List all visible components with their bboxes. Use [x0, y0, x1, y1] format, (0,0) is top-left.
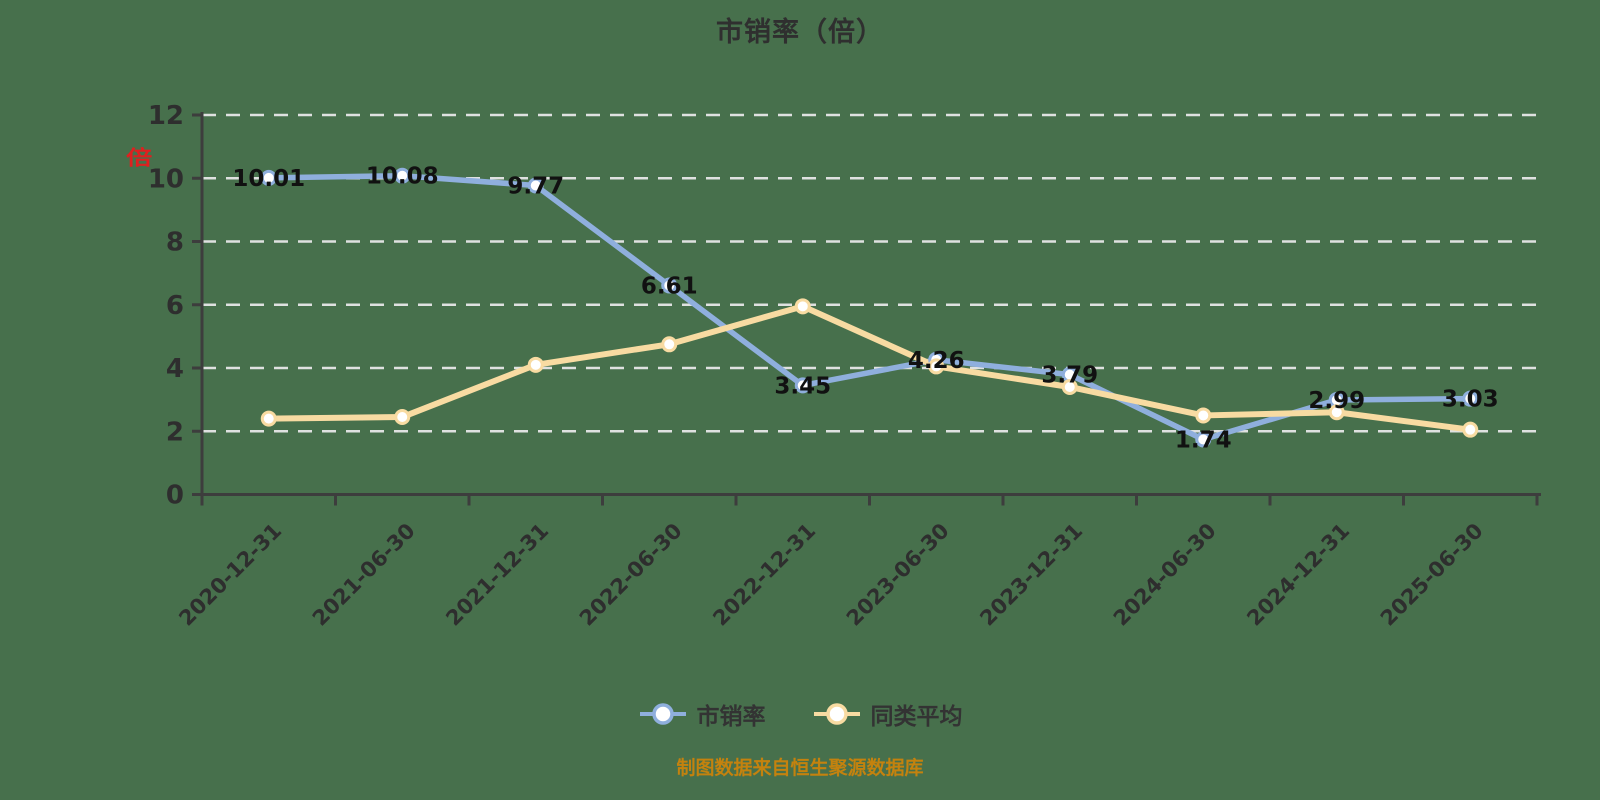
- x-tick-label: 2023-06-30: [842, 519, 954, 631]
- series-line-psr: [266, 172, 1473, 443]
- y-tick-label: 10: [148, 164, 184, 194]
- data-point-label: 3.45: [774, 373, 831, 399]
- data-point-label: 9.77: [507, 174, 564, 200]
- data-point-label: 4.26: [908, 348, 965, 374]
- y-tick-label: 0: [166, 481, 184, 511]
- x-tick-label: 2022-12-31: [708, 519, 820, 631]
- data-point-marker-psr: [260, 169, 277, 186]
- data-point-marker-peer-average: [794, 298, 811, 315]
- data-point-marker-psr: [794, 377, 811, 394]
- legend-marker-icon: [639, 703, 686, 725]
- data-point-marker-psr: [1462, 390, 1479, 407]
- data-point-marker-psr: [661, 277, 678, 294]
- legend-marker-icon: [813, 703, 860, 725]
- legend-item-psr[interactable]: 市销率: [638, 697, 766, 731]
- data-point-marker-peer-average: [1462, 421, 1479, 438]
- x-tick-label: 2024-06-30: [1109, 519, 1221, 631]
- y-tick-label: 4: [166, 354, 184, 384]
- x-tick-label: 2024-12-31: [1242, 519, 1354, 631]
- x-tick-label: 2021-12-31: [441, 519, 553, 631]
- data-source-note: 制图数据来自恒生聚源数据库: [676, 757, 924, 779]
- data-point-marker-peer-average: [394, 409, 411, 426]
- data-point-label: 6.61: [641, 273, 698, 299]
- y-axis-unit-label: 倍: [126, 146, 153, 170]
- x-tick-label: 2020-12-31: [174, 519, 286, 631]
- x-tick-label: 2025-06-30: [1376, 519, 1488, 631]
- y-tick-label: 8: [166, 228, 184, 258]
- data-point-marker-peer-average: [1328, 404, 1345, 421]
- legend-item-peer-average[interactable]: 同类平均: [812, 697, 963, 731]
- data-point-label: 2.99: [1308, 388, 1365, 414]
- data-point-marker-psr: [394, 167, 411, 184]
- y-tick-label: 6: [166, 291, 184, 321]
- y-tick-label: 2: [166, 417, 184, 447]
- legend-label: 市销率: [696, 704, 766, 730]
- x-tick-label: 2021-06-30: [308, 519, 420, 631]
- data-point-marker-psr: [527, 177, 544, 194]
- data-point-label: 3.79: [1041, 363, 1098, 389]
- legend-label: 同类平均: [870, 704, 963, 730]
- data-point-label: 10.01: [232, 166, 305, 192]
- data-point-label: 10.08: [366, 164, 439, 190]
- data-point-marker-peer-average: [661, 336, 678, 353]
- data-point-marker-psr: [1195, 431, 1212, 448]
- x-tick-label: 2023-12-31: [975, 519, 1087, 631]
- data-point-marker-peer-average: [527, 356, 544, 373]
- data-point-marker-peer-average: [928, 358, 945, 375]
- data-point-label: 1.74: [1175, 427, 1232, 453]
- data-point-marker-peer-average: [1195, 407, 1212, 424]
- data-point-label: 3.03: [1442, 387, 1499, 413]
- x-tick-label: 2022-06-30: [575, 519, 687, 631]
- series-line-peer-average: [265, 303, 1474, 433]
- data-point-marker-peer-average: [260, 410, 277, 427]
- chart-title: 市销率（倍）: [716, 17, 884, 48]
- data-point-marker-peer-average: [1061, 378, 1078, 395]
- chart-legend: 市销率 同类平均: [0, 697, 1600, 731]
- y-tick-label: 12: [148, 101, 184, 131]
